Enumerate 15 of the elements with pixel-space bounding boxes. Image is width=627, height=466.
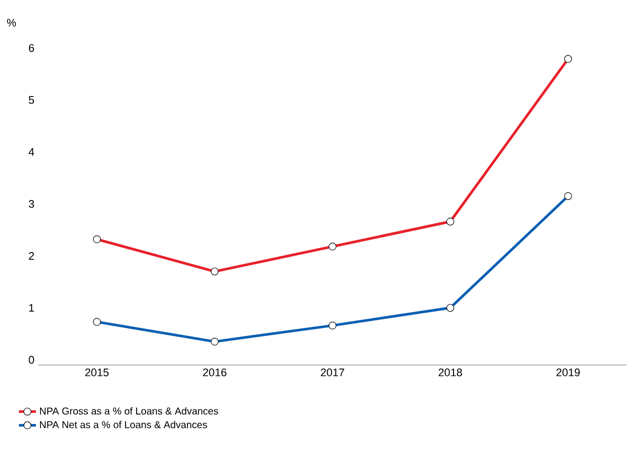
y-tick-label: 2 — [28, 252, 34, 260]
x-tick-label: 2017 — [320, 368, 344, 376]
y-axis-title: % — [7, 18, 16, 26]
y-tick-label: 5 — [28, 96, 34, 104]
y-tick-label: 6 — [28, 44, 34, 52]
x-tick-label: 2015 — [85, 368, 109, 376]
legend-label: NPA Gross as a % of Loans & Advances — [40, 407, 218, 415]
x-tick-label: 2016 — [203, 368, 226, 376]
x-tick-label: 2018 — [438, 368, 462, 376]
y-tick-label: 0 — [28, 356, 34, 364]
y-tick-label: 1 — [29, 304, 34, 312]
x-tick-label: 2019 — [556, 368, 580, 376]
legend-label: NPA Net as a % of Loans & Advances — [40, 420, 208, 428]
y-tick-label: 4 — [28, 148, 34, 156]
y-tick-label: 3 — [28, 200, 34, 208]
